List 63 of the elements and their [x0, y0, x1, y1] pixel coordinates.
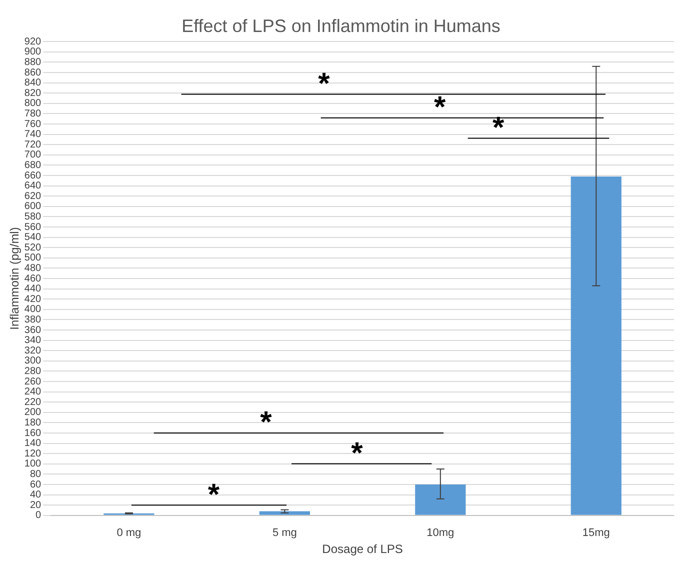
bar	[259, 511, 310, 515]
y-tick-label: 380	[24, 314, 42, 326]
x-tick-label: 5 mg	[272, 527, 297, 540]
y-tick-label: 640	[24, 180, 42, 192]
y-tick-label: 200	[24, 407, 42, 418]
y-tick-label: 320	[24, 345, 42, 356]
y-tick-label: 620	[24, 190, 42, 202]
y-tick-label: 700	[24, 150, 42, 161]
annotation: *	[260, 406, 272, 440]
y-tick-label: 800	[24, 98, 42, 110]
y-tick-label: 840	[24, 78, 42, 89]
y-tick-label: 880	[24, 56, 42, 68]
y-tick-label: 460	[24, 273, 42, 284]
y-tick-label: 20	[30, 500, 42, 511]
y-tick-label: 80	[30, 468, 42, 480]
y-tick-label: 100	[24, 458, 42, 470]
y-tick-label: 420	[24, 294, 42, 305]
y-tick-label: 500	[24, 252, 42, 264]
y-tick-label: 580	[24, 211, 42, 222]
annotation: *	[434, 91, 446, 124]
bar	[415, 484, 466, 515]
y-tick-label: 660	[24, 170, 42, 182]
y-tick-label: 860	[24, 67, 42, 78]
y-tick-label: 240	[24, 386, 42, 398]
y-tick-label: 560	[24, 222, 42, 233]
x-tick-label: 10mg	[426, 527, 454, 540]
y-tick-label: 140	[24, 438, 42, 450]
y-tick-label: 720	[24, 139, 42, 150]
y-tick-label: 520	[24, 242, 42, 254]
x-tick-label: 0 mg	[116, 527, 142, 540]
y-tick-label: 340	[24, 335, 42, 346]
y-tick-label: 540	[24, 232, 42, 244]
y-axis-title: Inflammotin (pg/ml)	[8, 227, 22, 330]
y-tick-label: 360	[24, 324, 42, 336]
y-tick-label: 400	[24, 304, 42, 316]
y-tick-label: 40	[30, 490, 42, 501]
y-tick-label: 280	[24, 366, 42, 377]
y-tick-label: 440	[24, 284, 42, 295]
y-tick-label: 740	[24, 129, 42, 140]
y-tick-label: 600	[24, 201, 42, 212]
annotation: *	[492, 112, 504, 145]
y-tick-label: 780	[24, 108, 42, 120]
chart-title: Effect of LPS on Inflammotin in Humans	[182, 16, 500, 36]
y-tick-label: 120	[24, 448, 42, 460]
y-tick-label: 60	[30, 479, 42, 490]
y-tick-label: 900	[24, 46, 42, 58]
bar	[570, 176, 622, 515]
y-tick-label: 300	[24, 356, 42, 367]
annotation: *	[208, 478, 220, 512]
y-tick-label: 920	[24, 36, 42, 48]
y-tick-label: 680	[24, 160, 42, 171]
y-tick-label: 160	[24, 428, 42, 439]
y-tick-label: 0	[36, 510, 42, 522]
annotation: *	[351, 437, 364, 470]
annotation: *	[318, 67, 330, 100]
y-tick-label: 180	[24, 417, 42, 428]
y-tick-label: 260	[24, 376, 42, 388]
y-tick-label: 220	[24, 396, 42, 408]
x-axis-title: Dosage of LPS	[322, 542, 403, 556]
y-tick-label: 480	[24, 262, 42, 274]
x-tick-label: 15mg	[582, 527, 610, 540]
y-tick-label: 820	[24, 88, 42, 99]
y-tick-label: 760	[24, 118, 42, 130]
